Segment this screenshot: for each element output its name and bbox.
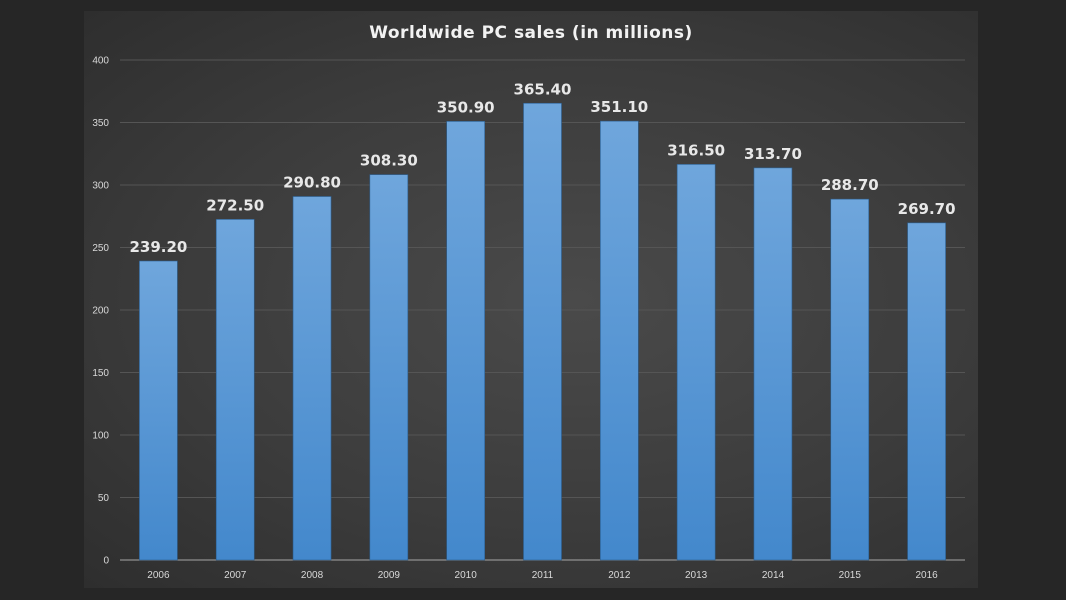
data-label: 290.80: [283, 174, 341, 192]
x-tick-label: 2015: [839, 570, 862, 581]
bar-2012: [600, 120, 639, 561]
x-tick-label: 2016: [915, 570, 938, 581]
bar-2007: [215, 219, 255, 561]
y-tick-label: 400: [92, 56, 109, 67]
data-label: 313.70: [744, 145, 802, 163]
data-label: 308.30: [360, 152, 418, 170]
bar-2016: [907, 222, 946, 561]
data-label: 316.50: [667, 141, 725, 159]
x-tick-label: 2006: [147, 570, 170, 581]
data-label: 351.10: [590, 98, 648, 116]
bar-2008: [292, 196, 332, 561]
data-label: 239.20: [129, 238, 187, 256]
y-tick-label: 100: [92, 431, 109, 442]
bar-2014: [753, 167, 793, 561]
data-label: 365.40: [514, 80, 572, 98]
y-tick-label: 50: [98, 493, 110, 504]
y-tick-label: 0: [103, 556, 109, 567]
x-tick-label: 2009: [378, 570, 401, 581]
data-label: 269.70: [898, 200, 956, 218]
bar-2006: [139, 260, 178, 561]
x-tick-label: 2013: [685, 570, 708, 581]
x-tick-label: 2012: [608, 570, 631, 581]
bar-2013: [676, 164, 716, 561]
bar-2015: [830, 198, 870, 561]
y-tick-label: 300: [92, 181, 109, 192]
x-tick-label: 2008: [301, 570, 324, 581]
data-label: 288.70: [821, 176, 879, 194]
data-label: 272.50: [206, 196, 264, 214]
x-tick-label: 2007: [224, 570, 247, 581]
x-tick-label: 2014: [762, 570, 785, 581]
x-tick-label: 2011: [532, 570, 554, 581]
bar-2011: [523, 102, 562, 561]
y-tick-label: 150: [92, 368, 109, 379]
chart-title: Worldwide PC sales (in millions): [369, 23, 693, 43]
y-tick-label: 250: [92, 243, 109, 254]
bar-2010: [446, 121, 485, 561]
data-label: 350.90: [437, 98, 495, 116]
y-tick-label: 200: [92, 306, 109, 317]
bar-2009: [369, 174, 409, 561]
x-tick-label: 2010: [455, 570, 478, 581]
y-tick-label: 350: [92, 118, 109, 129]
